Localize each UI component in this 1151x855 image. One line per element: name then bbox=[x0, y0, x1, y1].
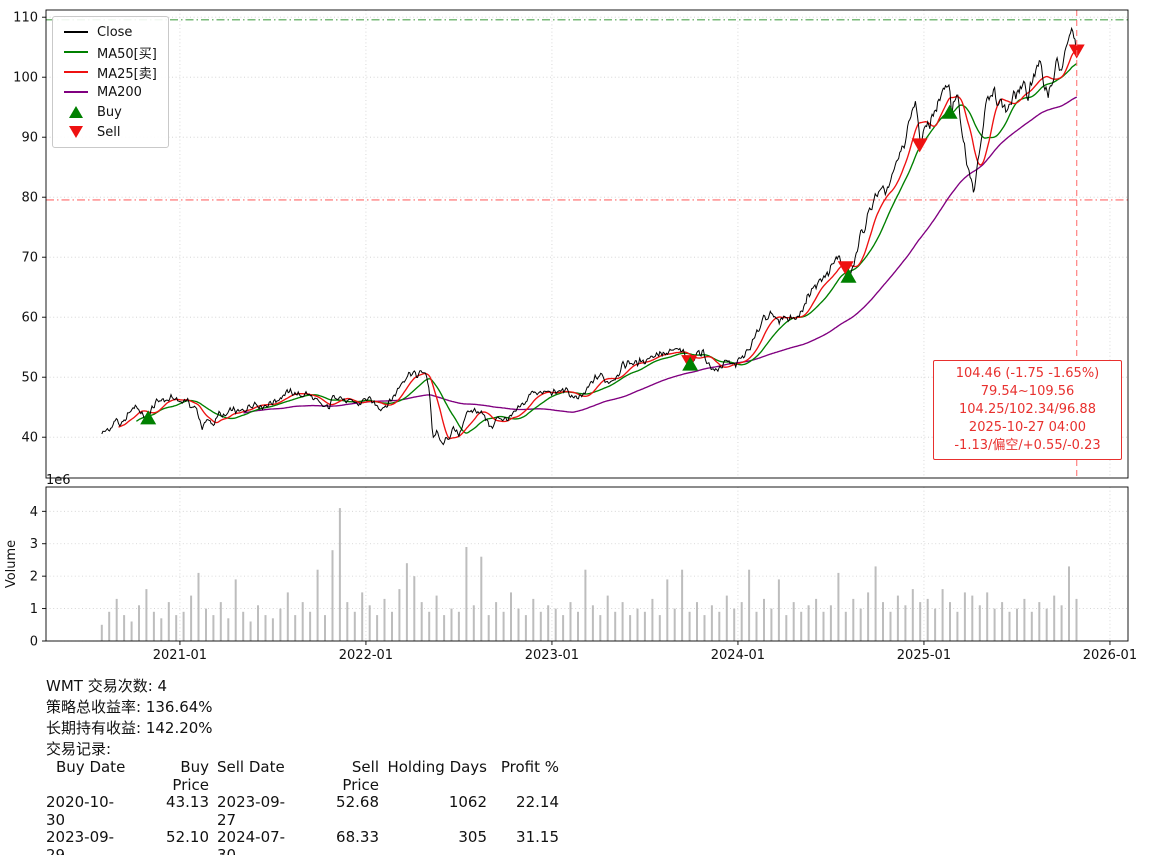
svg-text:100: 100 bbox=[13, 71, 38, 86]
svg-text:2021-01: 2021-01 bbox=[153, 648, 207, 662]
trade-cell: 2023-09-27 bbox=[217, 793, 286, 829]
legend-item-ma200: MA200 bbox=[64, 84, 157, 100]
annotation-date-line: 2025-10-27 04:00 bbox=[968, 420, 1087, 435]
svg-text:1e6: 1e6 bbox=[46, 473, 71, 488]
table-row: 2023-09-29 52.10 2024-07-30 68.33 305 31.15 bbox=[46, 828, 559, 855]
legend-item-close: Close bbox=[64, 24, 157, 40]
svg-text:2024-01: 2024-01 bbox=[711, 648, 765, 662]
trade-cell: 52.10 bbox=[166, 828, 209, 846]
trade-table: Buy Date Buy Price Sell Date Sell Price … bbox=[46, 758, 559, 855]
col-buy-price: Buy Price bbox=[172, 758, 209, 794]
svg-text:110: 110 bbox=[13, 11, 38, 26]
buy-marker-icon bbox=[69, 106, 83, 118]
svg-text:40: 40 bbox=[21, 431, 38, 446]
annotation-price-line: 104.46 (-1.75 -1.65%) bbox=[955, 366, 1100, 381]
hold-return-line: 长期持有收益: 142.20% bbox=[46, 719, 213, 737]
svg-text:Volume: Volume bbox=[4, 540, 19, 588]
legend-item-sell: Sell bbox=[64, 124, 157, 140]
trade-record-title: 交易记录: bbox=[46, 740, 112, 758]
annotation-range-line: 79.54~109.56 bbox=[980, 384, 1075, 399]
legend-label-buy: Buy bbox=[97, 104, 122, 120]
trade-count-line: WMT 交易次数: 4 bbox=[46, 677, 168, 695]
trade-cell: 43.13 bbox=[166, 793, 209, 811]
svg-text:3: 3 bbox=[30, 537, 38, 552]
col-profit-pct: Profit % bbox=[500, 758, 559, 776]
svg-text:2: 2 bbox=[30, 570, 38, 585]
annotation-signal-line: -1.13/偏空/+0.55/-0.23 bbox=[954, 438, 1101, 453]
svg-text:0: 0 bbox=[30, 635, 38, 650]
legend-item-buy: Buy bbox=[64, 104, 157, 120]
svg-text:50: 50 bbox=[21, 371, 38, 386]
quote-annotation: 104.46 (-1.75 -1.65%) 79.54~109.56 104.2… bbox=[933, 360, 1122, 460]
trade-cell: 2023-09-29 bbox=[46, 828, 115, 855]
annotation-ma-line: 104.25/102.34/96.88 bbox=[959, 402, 1096, 417]
col-sell-date: Sell Date bbox=[217, 758, 285, 776]
svg-text:2023-01: 2023-01 bbox=[525, 648, 579, 662]
svg-text:2026-01: 2026-01 bbox=[1083, 648, 1137, 662]
trade-rows: 2020-10-30 43.13 2023-09-27 52.68 1062 22.14 2… bbox=[46, 793, 559, 855]
legend-item-ma50: MA50[买] bbox=[64, 45, 157, 62]
svg-text:60: 60 bbox=[21, 311, 38, 326]
strategy-stats: WMT 交易次数: 4 策略总收益率: 136.64% 长期持有收益: 142.… bbox=[46, 676, 213, 760]
ma25-line-swatch bbox=[64, 71, 88, 73]
trade-table-header: Buy Date Buy Price Sell Date Sell Price … bbox=[46, 758, 559, 794]
col-sell-price: Sell Price bbox=[342, 758, 379, 794]
legend-label-ma50: MA50[买] bbox=[97, 46, 157, 62]
chart-canvas: 40 50 60 70 80 90 100 110 0 1 2 3 4 2021-01 2022-01 202… bbox=[4, 9, 1137, 662]
svg-text:2025-01: 2025-01 bbox=[897, 648, 951, 662]
ma50-line-swatch bbox=[64, 51, 88, 53]
col-buy-date: Buy Date bbox=[56, 758, 126, 776]
svg-text:2022-01: 2022-01 bbox=[339, 648, 393, 662]
svg-text:4: 4 bbox=[30, 505, 38, 520]
trade-cell: 2024-07-30 bbox=[217, 828, 286, 855]
legend-item-ma25: MA25[卖] bbox=[64, 65, 157, 82]
sell-marker-icon bbox=[69, 126, 83, 138]
table-row: 2020-10-30 43.13 2023-09-27 52.68 1062 22.14 bbox=[46, 793, 559, 829]
close-line-swatch bbox=[64, 31, 88, 33]
trade-cell: 305 bbox=[458, 828, 487, 846]
col-holding-days: Holding Days bbox=[387, 758, 487, 776]
svg-text:90: 90 bbox=[21, 131, 38, 146]
legend-label-ma200: MA200 bbox=[97, 84, 142, 100]
trade-cell: 2020-10-30 bbox=[46, 793, 115, 829]
legend-label-sell: Sell bbox=[97, 124, 121, 140]
legend-label-ma25: MA25[卖] bbox=[97, 66, 157, 82]
trade-cell: 68.33 bbox=[336, 828, 379, 846]
legend: Close MA50[买] MA25[卖] MA200 Buy Sell bbox=[52, 16, 169, 148]
svg-text:80: 80 bbox=[21, 191, 38, 206]
trade-cell: 22.14 bbox=[516, 793, 559, 811]
svg-text:1: 1 bbox=[30, 602, 38, 617]
trade-cell: 52.68 bbox=[336, 793, 379, 811]
strategy-return-line: 策略总收益率: 136.64% bbox=[46, 698, 213, 716]
ma200-line-swatch bbox=[64, 91, 88, 93]
trade-cell: 1062 bbox=[448, 793, 487, 811]
svg-text:70: 70 bbox=[21, 251, 38, 266]
legend-label-close: Close bbox=[97, 24, 133, 40]
trade-cell: 31.15 bbox=[516, 828, 559, 846]
